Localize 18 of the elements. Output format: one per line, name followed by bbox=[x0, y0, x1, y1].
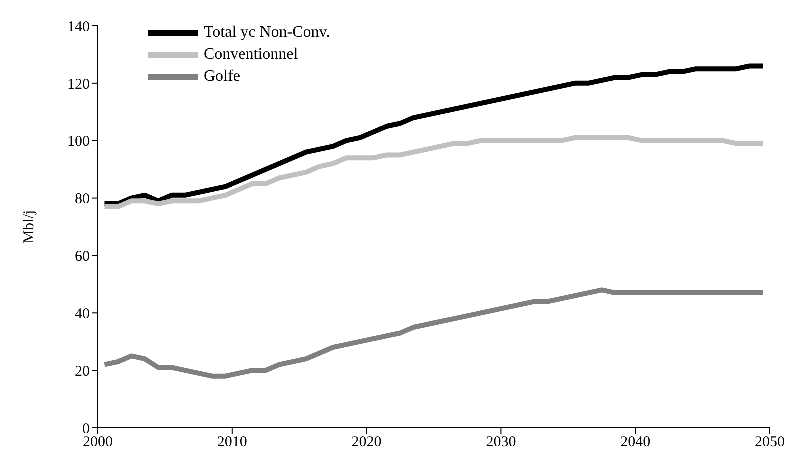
x-tick-label: 2010 bbox=[217, 434, 248, 451]
x-tick-label: 2000 bbox=[83, 434, 113, 451]
y-tick-label: 100 bbox=[68, 134, 90, 150]
x-tick-label: 2020 bbox=[352, 434, 382, 451]
y-tick-label: 140 bbox=[68, 19, 90, 36]
y-axis-title: Mbl/j bbox=[21, 210, 38, 244]
legend-label: Total yc Non-Conv. bbox=[204, 24, 330, 42]
y-tick-label: 60 bbox=[75, 249, 90, 266]
y-tick-label: 0 bbox=[82, 421, 90, 438]
legend-label: Conventionnel bbox=[204, 46, 298, 64]
x-tick-label: 2050 bbox=[755, 434, 785, 451]
y-tick-label: 40 bbox=[75, 306, 90, 322]
x-tick-label: 2030 bbox=[486, 434, 516, 451]
x-tick-label: 2040 bbox=[620, 434, 651, 451]
y-tick-label: 80 bbox=[75, 192, 90, 208]
legend-label: Golfe bbox=[204, 68, 240, 86]
y-tick-label: 20 bbox=[75, 364, 90, 380]
y-tick-label: 120 bbox=[68, 76, 90, 93]
